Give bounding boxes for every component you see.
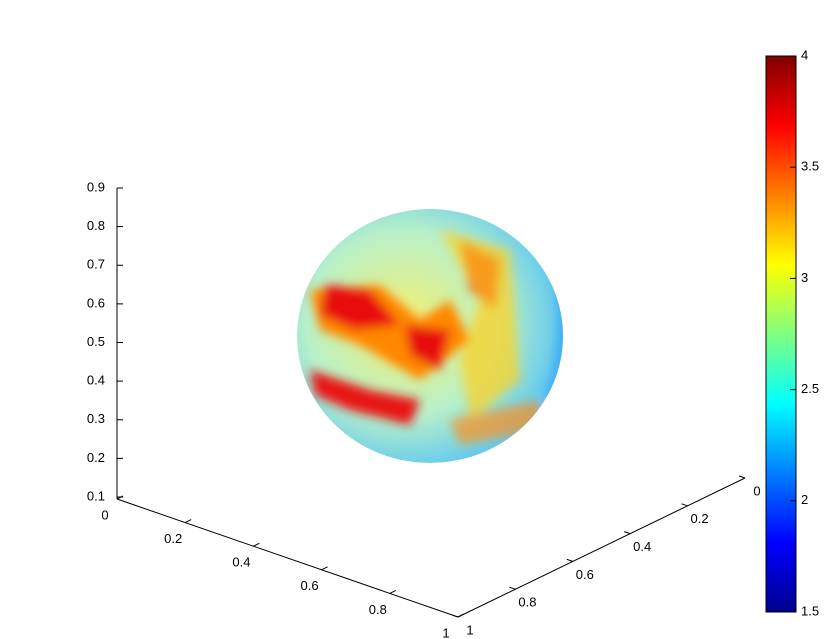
x-axis <box>116 498 459 618</box>
z-tick-label: 0.1 <box>87 488 105 503</box>
z-tick-label: 0.5 <box>87 334 105 349</box>
colorbar-tick-label: 3 <box>801 270 808 285</box>
x-tick <box>321 566 328 571</box>
y-tick-label: 0.4 <box>633 539 651 554</box>
z-tick-label: 0.7 <box>87 257 105 272</box>
y-tick <box>681 503 688 507</box>
colorbar <box>765 55 797 613</box>
z-tick-label: 0.8 <box>87 218 105 233</box>
y-tick-label: 0 <box>753 483 760 498</box>
z-tick-label: 0.6 <box>87 295 105 310</box>
x-tick-label: 0.6 <box>301 578 319 593</box>
y-tick <box>566 558 573 562</box>
colorbar-tick-label: 3.5 <box>801 159 819 174</box>
y-tick <box>451 614 459 618</box>
y-tick-label: 0.2 <box>691 511 709 526</box>
y-tick <box>738 475 746 479</box>
colorbar-tick-label: 1.5 <box>801 603 819 618</box>
x-tick <box>184 519 192 524</box>
y-tick-label: 0.6 <box>576 567 594 582</box>
surface <box>297 209 563 463</box>
x-tick <box>389 589 397 594</box>
z-tick-label: 0.9 <box>87 179 105 194</box>
z-tick-label: 0.4 <box>87 373 105 388</box>
x-tick-label: 0 <box>101 507 108 522</box>
colorbar-tick-label: 2.5 <box>801 381 819 396</box>
z-tick-label: 0.3 <box>87 411 105 426</box>
x-tick-label: 1 <box>442 625 449 639</box>
y-tick-label: 1 <box>466 622 473 637</box>
y-tick-label: 0.8 <box>518 595 536 610</box>
x-tick-label: 0.8 <box>369 602 387 617</box>
x-tick-label: 0.4 <box>232 555 250 570</box>
x-tick-label: 0.2 <box>164 531 182 546</box>
y-tick <box>509 586 516 590</box>
z-tick-label: 0.2 <box>87 450 105 465</box>
colorbar-tick-label: 2 <box>801 492 808 507</box>
colorbar-tick-label: 4 <box>801 47 808 62</box>
x-tick <box>457 613 465 618</box>
x-tick <box>116 495 124 500</box>
y-axis <box>457 477 746 618</box>
y-tick <box>624 531 631 535</box>
x-tick <box>253 542 260 547</box>
